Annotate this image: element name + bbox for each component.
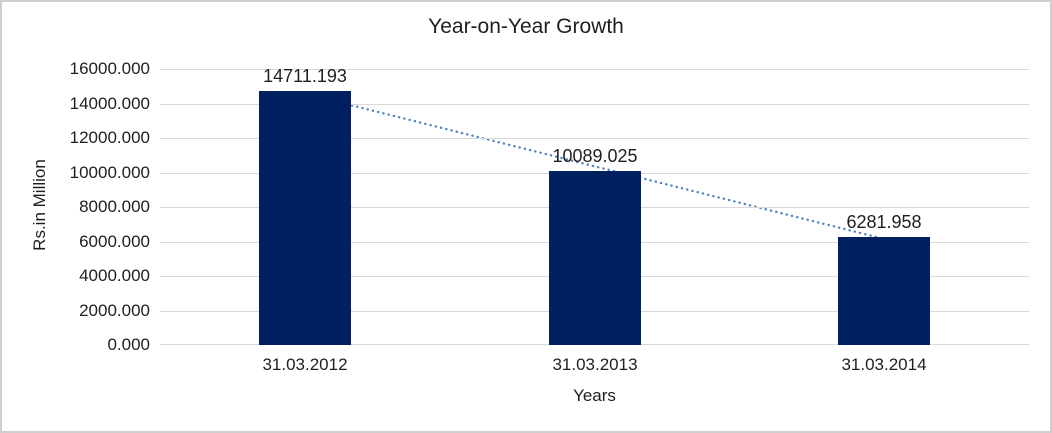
y-axis-tick-labels: 0.000 2000.000 4000.000 6000.000 8000.000 100… bbox=[2, 59, 150, 354]
bar-31.03.2013[interactable] bbox=[549, 171, 641, 345]
gridline bbox=[160, 69, 1029, 70]
y-tick-label: 10000.000 bbox=[69, 163, 150, 182]
x-axis-title: Years bbox=[573, 386, 616, 405]
x-tick-label: 31.03.2014 bbox=[841, 355, 927, 374]
y-tick-label: 6000.000 bbox=[79, 232, 150, 251]
y-tick-label: 4000.000 bbox=[79, 266, 150, 285]
bar-31.03.2014[interactable] bbox=[838, 237, 930, 345]
bar-data-label: 14711.193 bbox=[263, 66, 347, 86]
y-tick-label: 12000.000 bbox=[69, 128, 150, 147]
y-tick-label: 16000.000 bbox=[69, 59, 150, 78]
x-axis-tick-labels: 31.03.2012 31.03.2013 31.03.2014 bbox=[160, 355, 1029, 377]
bar-31.03.2012[interactable] bbox=[259, 91, 351, 345]
x-tick-label: 31.03.2012 bbox=[262, 355, 348, 374]
bar-data-label: 10089.025 bbox=[552, 146, 638, 166]
chart-title: Year-on-Year Growth bbox=[428, 15, 624, 38]
gridline bbox=[160, 138, 1029, 139]
y-tick-label: 14000.000 bbox=[69, 94, 150, 113]
trendline-segment[interactable] bbox=[303, 92, 886, 241]
trendline[interactable] bbox=[160, 69, 1029, 345]
gridline bbox=[160, 104, 1029, 105]
y-tick-label: 0.000 bbox=[107, 335, 150, 354]
bar-data-label: 6281.958 bbox=[846, 212, 922, 232]
plot-area: 14711.193 10089.025 6281.958 bbox=[160, 66, 1029, 345]
y-tick-label: 8000.000 bbox=[79, 197, 150, 216]
x-tick-label: 31.03.2013 bbox=[552, 355, 638, 374]
y-tick-label: 2000.000 bbox=[79, 301, 150, 320]
